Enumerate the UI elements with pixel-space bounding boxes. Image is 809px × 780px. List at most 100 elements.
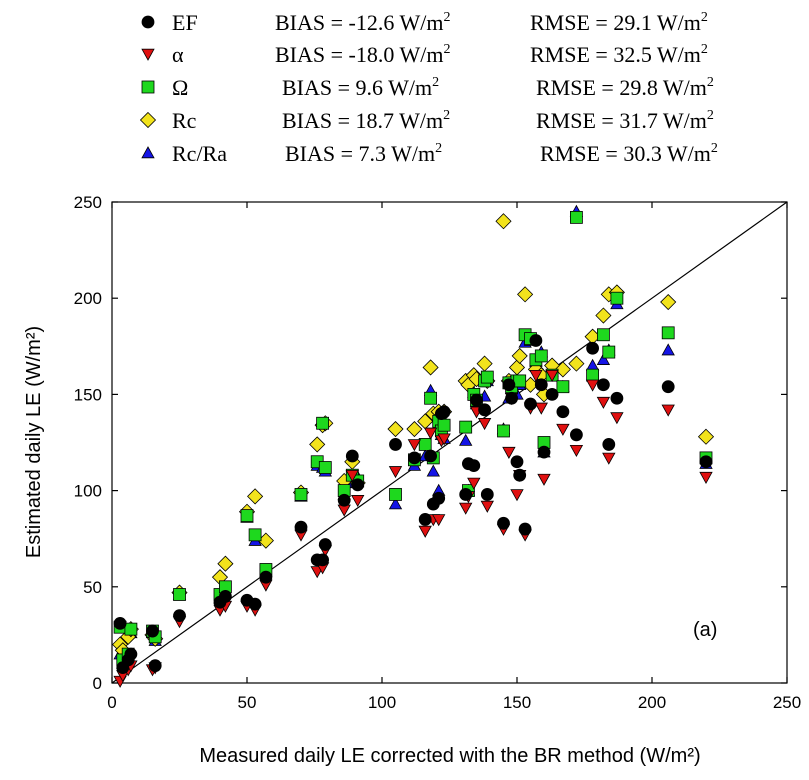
- y-tick-label: 250: [74, 193, 102, 212]
- ef-point: [407, 451, 421, 465]
- omega-point: [586, 368, 599, 382]
- rc-point: [595, 307, 612, 324]
- rc-point: [517, 286, 534, 303]
- x-tick-label: 100: [368, 693, 396, 712]
- alpha-point: [529, 369, 543, 382]
- alpha-point: [596, 396, 611, 409]
- x-tick-label: 150: [503, 693, 531, 712]
- ef-point: [389, 438, 402, 451]
- rc-point: [554, 361, 571, 378]
- legend-bias: BIAS = -18.0 W/m2: [275, 42, 450, 67]
- alpha-point: [407, 439, 422, 452]
- omega-point: [597, 328, 610, 342]
- ef-point: [610, 391, 624, 405]
- ef-point: [146, 624, 159, 638]
- legend: EF BIAS = -12.6 W/m2 RMSE = 29.1 W/m2 α BIAS…: [139, 10, 718, 166]
- legend-marker: [139, 111, 157, 129]
- legend-rmse: RMSE = 30.3 W/m2: [540, 141, 718, 166]
- rc-point: [697, 428, 715, 445]
- alpha-point: [388, 466, 403, 479]
- alpha-point: [345, 470, 359, 483]
- rc-ra-point: [459, 433, 473, 446]
- alpha-point: [437, 433, 451, 446]
- ef-point: [478, 403, 492, 417]
- omega-point: [294, 488, 308, 501]
- ef-point: [699, 455, 713, 469]
- x-axis-label: Measured daily LE corrected with the BR …: [199, 745, 700, 767]
- x-tick-label: 0: [107, 693, 116, 712]
- ef-point: [480, 488, 494, 501]
- rc-point: [511, 347, 528, 364]
- alpha-point: [477, 418, 492, 431]
- rc-point: [508, 359, 526, 376]
- ef-point: [510, 455, 524, 469]
- rc-ra-point: [596, 352, 611, 365]
- ef-point: [497, 516, 510, 530]
- rc-point: [476, 355, 493, 372]
- x-tick-label: 250: [773, 693, 801, 712]
- y-tick-label: 100: [74, 482, 102, 501]
- alpha-point: [602, 452, 616, 465]
- data-points: [112, 204, 715, 688]
- ef-point: [432, 491, 446, 505]
- alpha-point: [534, 402, 548, 415]
- ef-point: [173, 609, 186, 623]
- ef-point: [586, 341, 599, 355]
- legend-marker: [141, 48, 155, 61]
- ef-point: [556, 405, 570, 419]
- alpha-point: [585, 379, 600, 392]
- rc-point: [406, 420, 423, 438]
- y-axis-label: Estimated daily LE (W/m²): [23, 326, 45, 558]
- omega-point: [513, 374, 527, 388]
- rc-point: [660, 293, 677, 311]
- omega-point: [389, 488, 402, 501]
- y-tick-label: 150: [74, 385, 102, 404]
- rc-point: [568, 355, 585, 372]
- legend-marker: [141, 15, 155, 29]
- legend-marker: [141, 146, 155, 159]
- ef-point: [418, 513, 432, 526]
- legend-bias: BIAS = 18.7 W/m2: [282, 108, 450, 133]
- alpha-point: [432, 514, 446, 527]
- legend-rmse: RMSE = 32.5 W/m2: [530, 42, 708, 67]
- ef-point: [424, 449, 438, 463]
- omega-point: [556, 380, 570, 394]
- ef-point: [218, 590, 232, 603]
- omega-point: [497, 424, 510, 438]
- alpha-point: [467, 477, 481, 490]
- ef-point: [545, 387, 559, 401]
- ef-point: [113, 616, 127, 630]
- rc-point: [422, 359, 439, 376]
- axis-ticks: 0 50 100 150 200 250 0 50 100 150 200 250: [74, 193, 802, 712]
- alpha-point: [699, 471, 713, 484]
- y-tick-label: 0: [93, 674, 102, 693]
- ef-point: [570, 428, 583, 442]
- omega-point: [480, 370, 494, 384]
- ef-point: [513, 468, 527, 482]
- ef-point: [318, 538, 332, 551]
- panel-label: (a): [693, 619, 717, 641]
- alpha-point: [537, 473, 551, 486]
- legend-rmse: RMSE = 29.8 W/m2: [536, 75, 714, 100]
- y-tick-label: 200: [74, 289, 102, 308]
- omega-point: [661, 326, 675, 340]
- ef-point: [248, 597, 262, 611]
- legend-label: Ω: [172, 75, 188, 100]
- legend-label: Rc/Ra: [172, 141, 227, 166]
- omega-point: [124, 622, 138, 636]
- alpha-point: [510, 489, 524, 502]
- alpha-point: [502, 446, 516, 459]
- omega-point: [248, 528, 262, 542]
- legend-rmse: RMSE = 29.1 W/m2: [530, 10, 708, 35]
- ef-point: [294, 520, 308, 534]
- omega-point: [318, 461, 332, 474]
- legend-rmse: RMSE = 31.7 W/m2: [536, 108, 714, 133]
- ef-point: [518, 522, 532, 536]
- ef-point: [529, 334, 543, 347]
- ef-point: [534, 378, 548, 392]
- ef-point: [537, 445, 551, 459]
- omega-point: [418, 438, 432, 451]
- legend-bias: BIAS = 7.3 W/m2: [285, 141, 442, 166]
- alpha-point: [418, 525, 432, 538]
